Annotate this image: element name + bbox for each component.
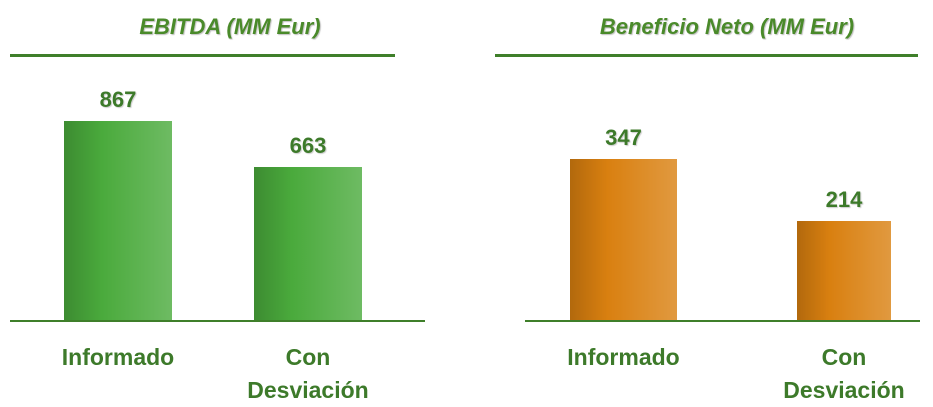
category-label: Con Desviación (247, 344, 369, 403)
title-rule (10, 54, 395, 57)
category-label: Con Desviación (783, 344, 905, 403)
bar (254, 167, 362, 320)
category-label: Informado (567, 344, 680, 370)
chart-title: EBITDA (MM Eur) (139, 14, 321, 39)
category-label: Informado (61, 344, 175, 370)
bar (64, 120, 172, 320)
chart-title: Beneficio Neto (MM Eur) (599, 14, 855, 39)
value-label: 867 (99, 86, 137, 112)
bar (797, 220, 891, 320)
bar (570, 158, 677, 320)
title-rule (495, 54, 918, 57)
value-label: 214 (825, 186, 863, 212)
value-label: 663 (289, 133, 327, 159)
baseline (10, 320, 425, 322)
value-label: 347 (605, 124, 642, 150)
baseline (525, 320, 920, 322)
